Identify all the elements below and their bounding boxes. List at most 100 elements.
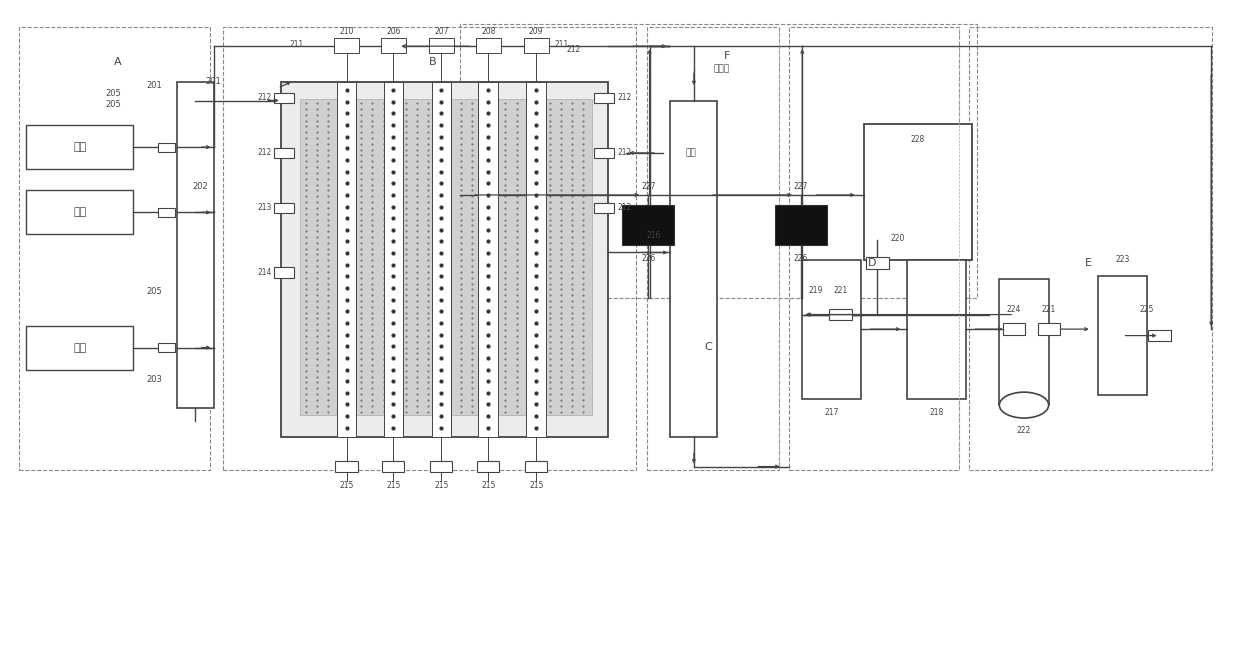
Bar <box>223 27 636 470</box>
Text: 221: 221 <box>833 286 848 295</box>
Bar <box>382 460 404 472</box>
Bar <box>1038 324 1060 335</box>
Text: 217: 217 <box>825 408 839 417</box>
Bar <box>26 125 134 169</box>
Text: 乙烯: 乙烯 <box>74 208 87 217</box>
Bar <box>671 101 717 438</box>
Circle shape <box>999 392 1049 418</box>
Text: E: E <box>1085 258 1091 268</box>
Bar <box>968 27 1213 470</box>
Text: 223: 223 <box>1115 255 1130 264</box>
Bar <box>1148 329 1171 341</box>
Text: 氮气: 氮气 <box>74 343 87 352</box>
Bar <box>479 82 498 438</box>
Text: 219: 219 <box>808 286 823 295</box>
Text: B: B <box>429 58 436 67</box>
Text: 226: 226 <box>794 254 808 263</box>
Bar <box>26 326 134 369</box>
Text: 203: 203 <box>146 375 161 384</box>
Bar <box>867 257 889 269</box>
Bar <box>432 82 451 438</box>
Text: 208: 208 <box>481 28 496 37</box>
Bar <box>789 27 959 470</box>
Text: 211: 211 <box>554 41 568 49</box>
Text: 213: 213 <box>257 203 272 212</box>
Bar <box>594 202 614 213</box>
Text: 224: 224 <box>1007 305 1022 314</box>
Text: 205: 205 <box>105 100 122 109</box>
Bar <box>476 39 501 52</box>
Bar <box>906 259 966 399</box>
Bar <box>1097 276 1147 396</box>
Text: 212: 212 <box>618 94 632 102</box>
Text: 212: 212 <box>257 94 272 102</box>
Bar <box>864 124 972 259</box>
Text: F: F <box>724 51 730 61</box>
Bar <box>274 148 294 158</box>
Bar <box>430 460 453 472</box>
Text: 221: 221 <box>1042 305 1055 314</box>
Text: 氢气: 氢气 <box>74 142 87 152</box>
Bar <box>274 267 294 278</box>
Bar <box>647 27 779 470</box>
Bar <box>594 148 614 158</box>
Text: 215: 215 <box>386 481 401 491</box>
Text: 218: 218 <box>930 408 944 417</box>
Bar <box>159 208 175 217</box>
Bar <box>381 39 405 52</box>
Text: 227: 227 <box>794 182 808 191</box>
Text: 216: 216 <box>646 231 661 240</box>
Text: 222: 222 <box>1017 426 1032 436</box>
Bar <box>526 460 547 472</box>
Bar <box>802 259 862 399</box>
Bar <box>594 93 614 103</box>
Text: 212: 212 <box>567 45 580 54</box>
Text: 212: 212 <box>618 149 632 157</box>
Bar <box>19 27 210 470</box>
Bar <box>159 343 175 352</box>
Text: 白来水: 白来水 <box>713 64 729 73</box>
Bar <box>337 82 356 438</box>
Bar <box>26 191 134 234</box>
Bar <box>460 24 977 299</box>
Text: A: A <box>114 58 122 67</box>
Text: C: C <box>704 342 713 352</box>
Text: 212: 212 <box>618 203 632 212</box>
Text: 228: 228 <box>911 136 925 145</box>
Text: 215: 215 <box>481 481 496 491</box>
Bar <box>281 82 608 438</box>
Bar <box>176 82 213 408</box>
Text: 212: 212 <box>257 149 272 157</box>
Text: D: D <box>868 258 877 268</box>
Text: 201: 201 <box>205 77 221 86</box>
Text: 210: 210 <box>340 28 353 37</box>
Bar <box>1003 324 1025 335</box>
Bar <box>274 202 294 213</box>
Text: 205: 205 <box>146 288 161 297</box>
Bar <box>830 309 852 320</box>
Text: 214: 214 <box>257 268 272 277</box>
Bar <box>159 143 175 151</box>
Bar <box>429 39 454 52</box>
Bar <box>274 93 294 103</box>
Text: 220: 220 <box>892 234 905 243</box>
Text: 206: 206 <box>386 28 401 37</box>
Bar <box>477 460 500 472</box>
Bar <box>622 204 675 245</box>
Bar <box>300 99 591 415</box>
Bar <box>383 82 403 438</box>
Text: 201: 201 <box>146 81 161 90</box>
Text: 225: 225 <box>1140 305 1154 314</box>
Bar <box>999 279 1049 405</box>
Text: 蒸汽: 蒸汽 <box>686 149 696 157</box>
Bar <box>775 204 827 245</box>
Bar <box>336 460 357 472</box>
Bar <box>525 39 548 52</box>
Bar <box>527 82 546 438</box>
Text: 215: 215 <box>340 481 353 491</box>
Text: 202: 202 <box>192 182 208 191</box>
Text: 211: 211 <box>290 41 304 49</box>
Text: 209: 209 <box>529 28 543 37</box>
Text: 226: 226 <box>641 254 656 263</box>
Bar <box>335 39 358 52</box>
